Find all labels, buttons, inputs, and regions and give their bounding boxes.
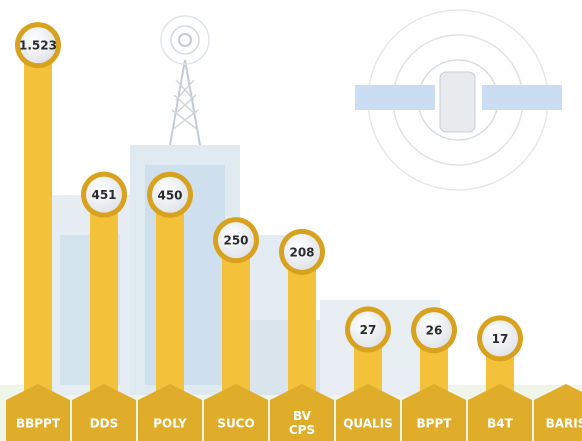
bar	[288, 251, 316, 395]
bar	[24, 45, 52, 395]
category-label: POLY	[153, 417, 187, 431]
value-badge	[482, 320, 518, 357]
value-label: 27	[360, 323, 377, 337]
value-badge	[20, 27, 56, 64]
value-label: 250	[223, 234, 248, 248]
value-label: 1.523	[19, 39, 57, 53]
value-label: 208	[289, 245, 314, 259]
value-badge	[350, 311, 386, 348]
value-badge	[152, 176, 188, 213]
category-tag	[270, 384, 334, 441]
bar	[156, 194, 184, 395]
value-label: 26	[426, 324, 443, 338]
value-badge	[416, 312, 452, 349]
category-label: BBPPT	[16, 417, 61, 431]
value-label: 450	[157, 188, 182, 202]
value-badge	[218, 222, 254, 259]
bar	[222, 240, 250, 395]
bar	[90, 194, 118, 395]
value-badge	[284, 233, 320, 270]
category-tag	[6, 384, 70, 441]
category-label: SUCO	[217, 417, 254, 431]
category-label: BPPT	[417, 417, 453, 431]
category-tag	[534, 384, 582, 441]
category-tag	[138, 384, 202, 441]
category-label: B4T	[487, 417, 513, 431]
category-label: BARIS	[546, 417, 582, 431]
category-label: BV CPS	[289, 409, 315, 437]
category-tag	[402, 384, 466, 441]
category-tag	[336, 384, 400, 441]
category-label: DDS	[90, 417, 119, 431]
value-label: 451	[91, 188, 116, 202]
value-badge	[86, 176, 122, 213]
category-label: QUALIS	[343, 417, 393, 431]
category-tag	[468, 384, 532, 441]
category-tag	[72, 384, 136, 441]
category-tag	[204, 384, 268, 441]
value-label: 17	[492, 332, 509, 346]
